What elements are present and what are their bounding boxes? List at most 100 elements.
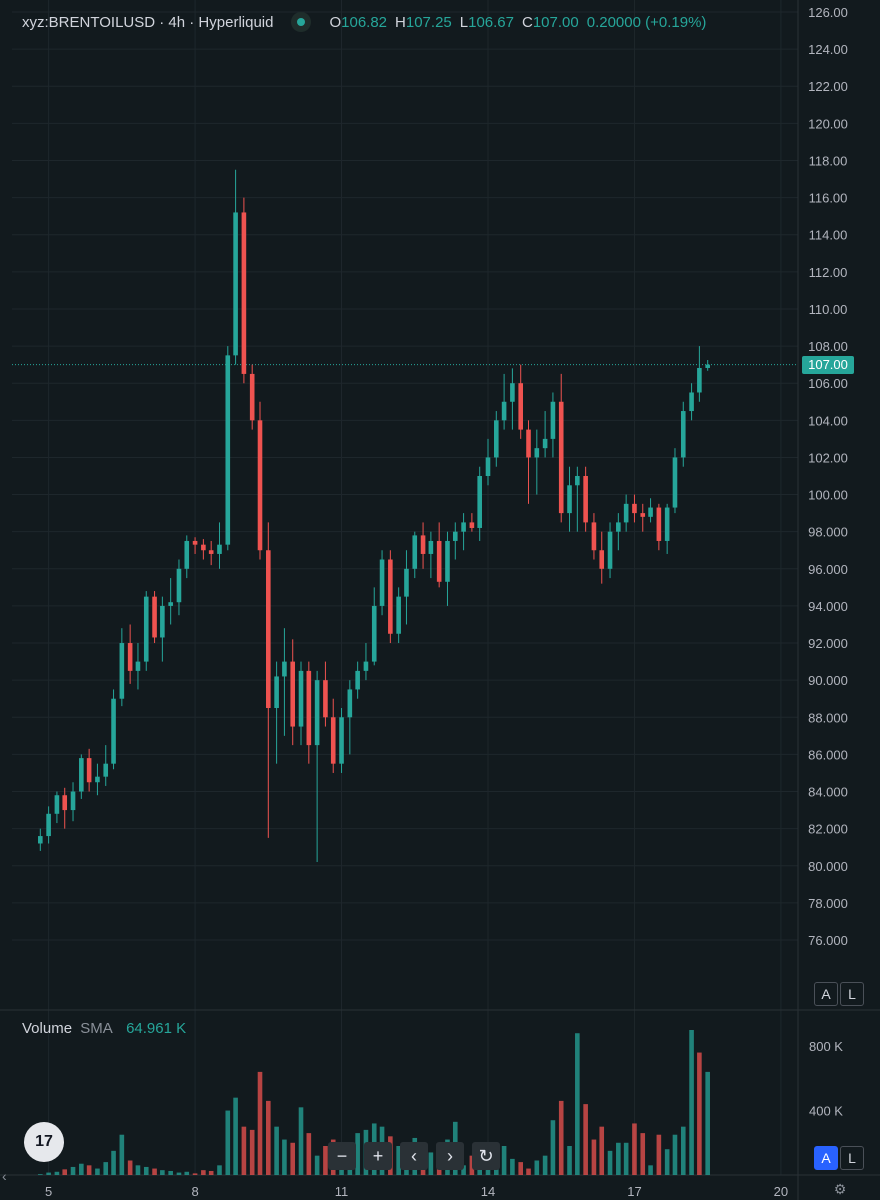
candle: [249, 364, 255, 430]
candle: [599, 531, 605, 584]
candle: [607, 522, 613, 579]
volume-bar: [640, 1133, 646, 1175]
volume-bar: [103, 1162, 109, 1175]
time-tick-label: 20: [774, 1184, 788, 1199]
scroll-left-button[interactable]: ‹: [400, 1142, 428, 1170]
candle: [355, 661, 360, 699]
price-tick-label: 90.000: [808, 673, 848, 688]
price-tick-label: 84.000: [808, 785, 848, 800]
candle: [79, 754, 84, 799]
price-tick-label: 94.000: [808, 599, 848, 614]
symbol-title[interactable]: xyz:BRENTOILUSD · 4h · Hyperliquid: [22, 13, 274, 31]
candle: [404, 550, 409, 625]
candle: [396, 587, 401, 644]
volume-bar: [70, 1166, 76, 1175]
candle: [567, 466, 572, 532]
volume-bar: [485, 1166, 491, 1175]
visibility-icon[interactable]: [291, 12, 312, 32]
price-tick-label: 120.00: [808, 116, 848, 131]
price-tick-label: 76.000: [808, 933, 848, 948]
candle: [526, 420, 531, 504]
volume-bar: [143, 1166, 149, 1175]
volume-bar: [550, 1120, 556, 1175]
price-tick-label: 92.000: [808, 636, 848, 651]
price-tick-label: 88.000: [808, 710, 848, 725]
volume-bar: [705, 1071, 710, 1175]
price-tick-label: 82.000: [808, 822, 848, 837]
volume-auto-scale-button[interactable]: A: [814, 1146, 838, 1170]
candle: [62, 787, 68, 829]
volume-bar: [176, 1172, 182, 1175]
volume-axis: 400 K 800 K: [809, 1039, 843, 1118]
zoom-out-button[interactable]: −: [328, 1142, 356, 1170]
candle: [225, 346, 231, 551]
volume-bar: [542, 1155, 548, 1175]
price-tick-label: 116.00: [809, 191, 848, 206]
ohlc-close: C107.00: [522, 13, 579, 31]
volume-log-scale-button[interactable]: L: [840, 1146, 864, 1170]
price-tick-label: 78.000: [808, 896, 848, 911]
candle: [689, 383, 694, 421]
auto-scale-button[interactable]: A: [814, 982, 838, 1006]
volume-bar: [54, 1171, 60, 1175]
candle: [339, 708, 344, 773]
price-tick-label: 122.00: [808, 79, 848, 94]
price-tick-label: 80.000: [808, 859, 848, 874]
scroll-right-button[interactable]: ›: [436, 1142, 464, 1170]
zoom-in-button[interactable]: +: [364, 1142, 392, 1170]
candle: [534, 429, 540, 495]
log-scale-button[interactable]: L: [840, 982, 864, 1006]
candle: [95, 763, 100, 796]
candle: [412, 531, 418, 579]
reset-chart-button[interactable]: ↻: [472, 1142, 500, 1170]
volume-bar: [79, 1163, 84, 1175]
volume-bar: [152, 1168, 157, 1175]
candle: [558, 373, 564, 523]
candle: [436, 522, 442, 588]
candle: [38, 828, 43, 851]
candle: [510, 368, 515, 430]
volume-bar: [656, 1134, 662, 1175]
candle: [241, 197, 247, 384]
tradingview-logo[interactable]: 17: [24, 1122, 64, 1162]
chevron-left-icon[interactable]: ‹: [2, 1168, 7, 1184]
price-tick-label: 100.00: [808, 488, 848, 503]
volume-legend[interactable]: Volume SMA 64.961 K: [22, 1020, 186, 1037]
candle: [705, 360, 710, 371]
volume-bar: [119, 1134, 125, 1175]
candle: [330, 698, 336, 773]
candle: [168, 578, 173, 625]
volume-bar: [46, 1172, 51, 1175]
volume-bar: [680, 1126, 686, 1175]
candle: [184, 535, 190, 579]
candle: [428, 531, 434, 579]
volume-tick-label: 800 K: [809, 1039, 843, 1054]
volume-bar: [323, 1146, 328, 1175]
candle: [501, 373, 507, 430]
volume-bar: [135, 1165, 141, 1175]
candle: [632, 494, 637, 523]
candle: [266, 522, 271, 838]
candle: [623, 494, 629, 532]
candle: [648, 498, 653, 523]
candle: [70, 782, 76, 822]
candle: [143, 591, 149, 671]
candle: [274, 661, 279, 764]
candle: [282, 628, 287, 736]
candle: [208, 540, 214, 566]
volume-bar: [648, 1165, 653, 1175]
volume-bar: [241, 1126, 247, 1175]
price-tick-label: 86.000: [808, 747, 848, 762]
volume-bar: [575, 1033, 580, 1175]
candle: [518, 364, 524, 439]
candle: [46, 806, 51, 844]
price-tick-label: 112.00: [809, 265, 848, 280]
volume-bar: [192, 1173, 198, 1175]
candle: [160, 596, 165, 662]
candle: [575, 466, 580, 532]
candle: [640, 503, 646, 532]
candle: [135, 643, 141, 690]
settings-gear-icon[interactable]: ⚙: [833, 1181, 847, 1197]
volume-bar: [38, 1174, 43, 1175]
